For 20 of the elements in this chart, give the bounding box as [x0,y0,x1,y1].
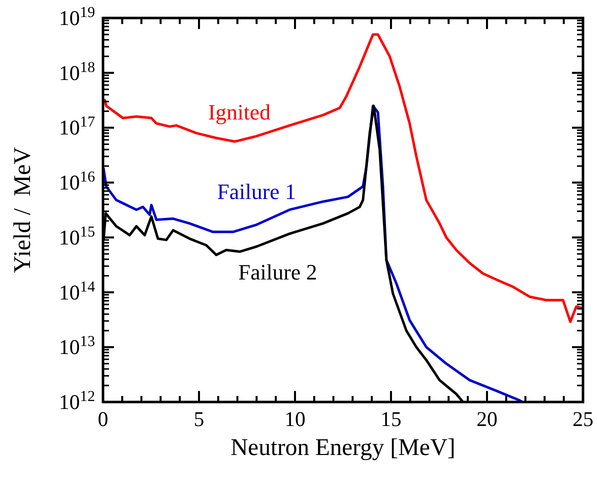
y-tick-label: 10$^{19}$ [58,5,95,30]
x-tick-label: 0 [98,407,108,431]
x-tick-label: 5 [194,407,204,431]
x-axis-title: Neutron Energy [MeV] [230,435,456,461]
y-axis-title: Yield / MeV [10,146,36,273]
x-tick-label: 10 [284,407,306,431]
x-tick-label: 15 [380,407,402,431]
y-tick-label: 10$^{17}$ [58,114,96,140]
y-tick-label: 10$^{14}$ [58,279,96,304]
y-tick-label: 10$^{18}$ [58,60,95,85]
y-tick-label: 10$^{13}$ [58,334,95,360]
x-tick-label: 25 [572,407,594,431]
y-tick-label: 10$^{16}$ [58,170,96,195]
series-label: Ignited [208,100,270,125]
series-label: Failure 1 [217,178,296,204]
line-series [103,33,583,324]
y-tick-label: 10$^{12}$ [58,389,95,414]
series-label: Failure 2 [238,260,318,285]
y-tick-label: 10$^{15}$ [58,224,95,250]
x-tick-label: 20 [476,407,498,431]
